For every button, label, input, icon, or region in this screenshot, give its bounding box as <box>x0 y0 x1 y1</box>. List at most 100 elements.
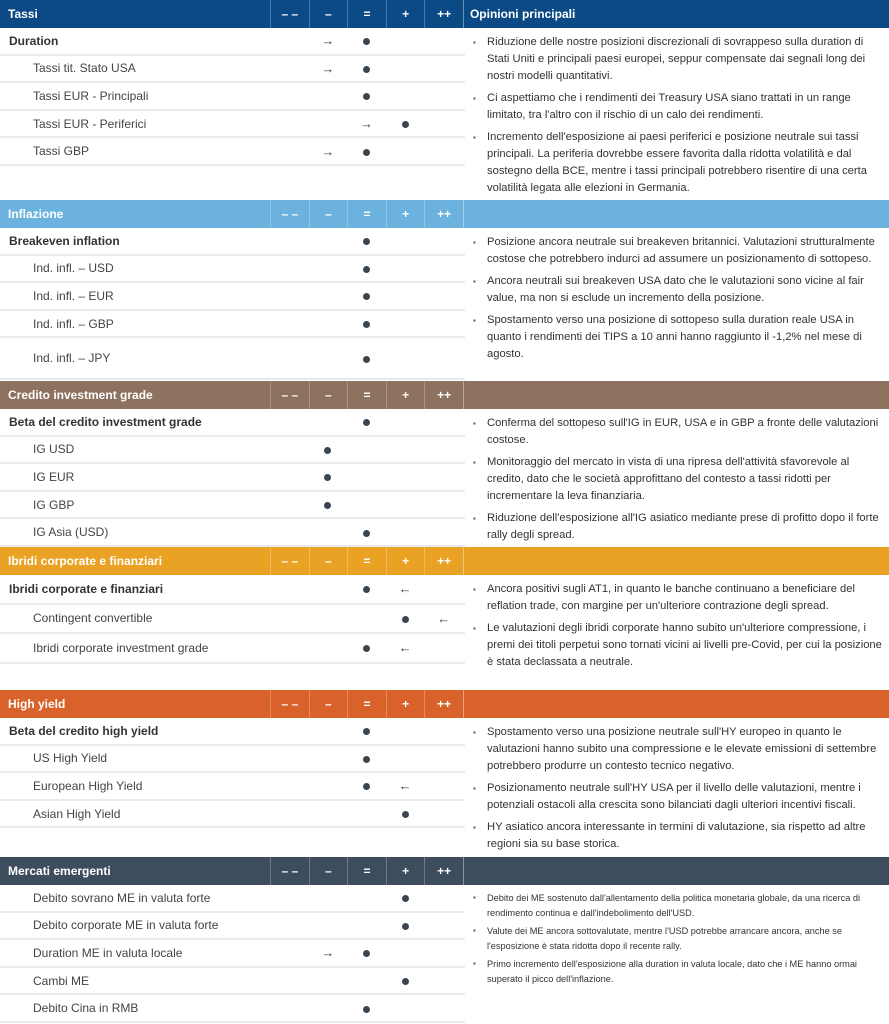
row-label: Ind. infl. – USD <box>33 261 114 276</box>
row-label: IG USD <box>33 442 75 457</box>
current-rating-dot-icon <box>362 755 370 763</box>
rating-cell <box>347 414 386 429</box>
opinion-bullet: Ancora positivi sugli AT1, in quanto le … <box>473 581 883 615</box>
section-5: Mercati emergenti – – – = + ++ Debito sovrano … <box>0 857 889 1023</box>
column-header: – <box>308 857 348 885</box>
section-title: Inflazione <box>8 207 64 221</box>
rating-cell <box>309 442 348 457</box>
arrow-left-icon: ← <box>398 640 412 656</box>
column-header: = <box>347 547 386 575</box>
opinion-bullet: Ci aspettiamo che i rendimenti dei Treas… <box>473 90 883 124</box>
rating-cell: → <box>309 61 348 76</box>
table-row: Ind. infl. – JPY <box>0 338 465 381</box>
section-header: Mercati emergenti – – – = + ++ <box>0 857 889 885</box>
section-3: Ibridi corporate e finanziari – – – = + ++ Ibr… <box>0 547 889 676</box>
arrow-left-icon: ← <box>398 778 412 794</box>
row-label: Duration ME in valuta locale <box>33 945 183 960</box>
column-header: – – <box>270 547 309 575</box>
row-label: European High Yield <box>33 778 143 793</box>
column-header: – <box>308 0 348 28</box>
opinions-list: Conferma del sottopeso sull'IG in EUR, U… <box>473 415 883 544</box>
row-label: Cambi ME <box>33 973 90 988</box>
row-label: Ind. infl. – GBP <box>33 316 114 331</box>
current-rating-dot-icon <box>362 148 370 156</box>
current-rating-dot-icon <box>324 502 332 510</box>
current-rating-dot-icon <box>362 783 370 791</box>
table-row: Asian High Yield <box>0 801 465 829</box>
opinion-bullet: Incremento dell'esposizione ai paesi per… <box>473 129 883 197</box>
current-rating-dot-icon <box>401 895 409 903</box>
section-header: Credito investment grade – – – = + ++ <box>0 381 889 409</box>
rating-cell <box>347 33 386 48</box>
arrow-right-icon: → <box>321 60 335 76</box>
column-header: = <box>347 857 386 885</box>
table-row: Ind. infl. – GBP <box>0 311 465 339</box>
table-row: European High Yield ← <box>0 773 465 801</box>
column-header: + <box>385 200 425 228</box>
rating-cell <box>386 890 425 905</box>
opinion-bullet: Valute dei ME ancora sottovalutate, ment… <box>473 924 883 953</box>
rating-cell <box>386 806 425 821</box>
rating-cell: ← <box>424 611 463 626</box>
column-header: – <box>308 200 348 228</box>
rating-rows: Debito sovrano ME in valuta forte Debito … <box>0 885 465 1023</box>
rating-cell <box>347 61 386 76</box>
rating-cell <box>386 611 425 626</box>
opinions-header <box>462 857 889 885</box>
rating-cell: → <box>309 945 348 960</box>
rating-cell: ← <box>386 640 425 655</box>
row-label: Tassi GBP <box>33 144 90 159</box>
opinions-panel: Conferma del sottopeso sull'IG in EUR, U… <box>465 409 889 549</box>
opinion-bullet: Riduzione delle nostre posizioni discrez… <box>473 34 883 85</box>
opinions-panel: Debito dei ME sostenuto dall'allentament… <box>465 885 889 1023</box>
section-title: High yield <box>8 697 66 711</box>
column-header: ++ <box>424 690 463 718</box>
row-label: Beta del credito investment grade <box>9 414 202 429</box>
opinion-bullet: Spostamento verso una posizione di sotto… <box>473 312 883 363</box>
current-rating-dot-icon <box>401 121 409 129</box>
rating-cell <box>309 469 348 484</box>
opinion-bullet: Primo incremento dell'esposizione alla d… <box>473 957 883 986</box>
opinions-header: Opinioni principali <box>462 0 889 28</box>
table-row: Ibridi corporate investment grade ← <box>0 634 465 664</box>
opinion-bullet: Monitoraggio del mercato in vista di una… <box>473 454 883 505</box>
rating-cell: ← <box>386 778 425 793</box>
current-rating-dot-icon <box>362 645 370 653</box>
column-header: + <box>385 690 425 718</box>
row-label: Debito corporate ME in valuta forte <box>33 918 219 933</box>
rating-cell <box>347 723 386 738</box>
opinions-panel: Ancora positivi sugli AT1, in quanto le … <box>465 575 889 676</box>
row-label: Debito sovrano ME in valuta forte <box>33 890 211 905</box>
current-rating-dot-icon <box>401 615 409 623</box>
rating-cell <box>347 1001 386 1016</box>
table-row: Debito corporate ME in valuta forte <box>0 913 465 941</box>
arrow-right-icon: → <box>321 945 335 961</box>
column-header: – <box>308 547 348 575</box>
current-rating-dot-icon <box>362 265 370 273</box>
current-rating-dot-icon <box>362 419 370 427</box>
rating-rows: Duration → Tassi tit. Stato USA → Tassi EUR … <box>0 28 465 202</box>
opinions-header <box>462 547 889 575</box>
column-header: ++ <box>424 381 463 409</box>
opinions-list: Debito dei ME sostenuto dall'allentament… <box>473 891 883 986</box>
rating-cell <box>347 144 386 159</box>
section-header: Tassi – – – = + ++ Opinioni principali <box>0 0 889 28</box>
table-row: IG USD <box>0 437 465 465</box>
rating-cell <box>347 261 386 276</box>
current-rating-dot-icon <box>362 65 370 73</box>
row-label: Debito Cina in RMB <box>33 1001 139 1016</box>
opinion-bullet: Conferma del sottopeso sull'IG in EUR, U… <box>473 415 883 449</box>
column-header: ++ <box>424 857 463 885</box>
rating-cell <box>347 233 386 248</box>
row-label: Contingent convertible <box>33 611 153 626</box>
row-label: IG EUR <box>33 469 75 484</box>
table-row: Tassi EUR - Periferici → <box>0 111 465 139</box>
column-header: = <box>347 690 386 718</box>
column-header: ++ <box>424 200 463 228</box>
opinion-bullet: Le valutazioni degli ibridi corporate ha… <box>473 620 883 671</box>
opinions-header <box>462 381 889 409</box>
table-row: Cambi ME <box>0 968 465 996</box>
row-label: Breakeven inflation <box>9 233 120 248</box>
column-header: = <box>347 200 386 228</box>
row-label: US High Yield <box>33 751 108 766</box>
